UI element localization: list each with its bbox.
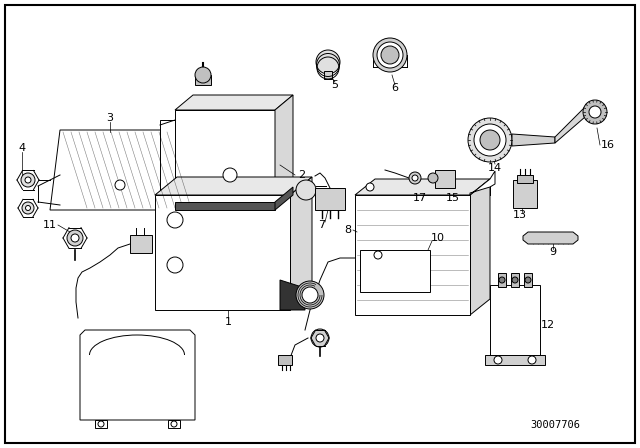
Bar [315,188,345,210]
Circle shape [480,130,500,150]
Text: 4: 4 [19,143,26,153]
Circle shape [373,38,407,72]
Polygon shape [80,330,195,420]
Bar [517,175,533,183]
Bar [513,180,537,208]
Circle shape [25,177,31,183]
Circle shape [474,124,506,156]
Polygon shape [555,107,585,143]
Circle shape [366,183,374,191]
Circle shape [499,277,505,283]
Text: 10: 10 [431,233,445,243]
Polygon shape [355,195,470,315]
Bar [524,273,532,287]
Text: 2: 2 [298,170,305,180]
Circle shape [21,173,35,187]
Polygon shape [275,187,293,210]
Polygon shape [470,179,490,315]
Circle shape [316,50,340,74]
Polygon shape [175,202,275,210]
Circle shape [374,251,382,259]
Circle shape [409,172,421,184]
Circle shape [67,230,83,246]
Text: 1: 1 [225,317,232,327]
Polygon shape [155,177,312,195]
Bar [195,75,211,85]
Bar [130,235,152,253]
Circle shape [26,206,31,211]
Text: 7: 7 [319,220,326,230]
Polygon shape [175,110,275,210]
Bar [490,285,540,355]
Circle shape [412,175,418,181]
Text: 14: 14 [488,163,502,173]
Polygon shape [355,179,490,195]
Circle shape [381,46,399,64]
Polygon shape [50,130,175,210]
Text: 5: 5 [332,80,339,90]
Bar [360,250,430,292]
Bar [168,420,180,428]
Circle shape [171,421,177,427]
Circle shape [195,67,211,83]
Text: 3: 3 [106,113,113,123]
Circle shape [167,212,183,228]
Circle shape [512,277,518,283]
Polygon shape [485,355,545,365]
Polygon shape [155,195,290,310]
Text: 15: 15 [446,193,460,203]
Bar [95,420,107,428]
Circle shape [71,234,79,242]
Circle shape [494,356,502,364]
Circle shape [428,173,438,183]
Circle shape [296,180,316,200]
Circle shape [316,334,324,342]
Text: 30007706: 30007706 [530,420,580,430]
Polygon shape [275,95,293,210]
Text: 13: 13 [513,210,527,220]
Circle shape [302,287,318,303]
Bar [278,355,292,365]
Circle shape [311,329,329,347]
Polygon shape [280,280,305,310]
Circle shape [377,42,403,68]
Text: 9: 9 [549,247,557,257]
Bar [435,170,455,188]
Circle shape [528,356,536,364]
Circle shape [167,257,183,273]
Text: 16: 16 [601,140,615,150]
Circle shape [98,421,104,427]
Polygon shape [470,171,495,195]
Circle shape [115,180,125,190]
Bar [511,273,519,287]
Polygon shape [160,120,175,205]
Circle shape [296,281,324,309]
Circle shape [589,106,601,118]
Polygon shape [523,232,578,244]
Text: 11: 11 [43,220,57,230]
Circle shape [22,202,34,214]
Polygon shape [290,177,312,310]
Circle shape [468,118,512,162]
Text: 8: 8 [344,225,351,235]
Bar [324,71,332,79]
Text: 12: 12 [541,320,555,330]
Circle shape [525,277,531,283]
Text: 17: 17 [413,193,427,203]
Text: 6: 6 [392,83,399,93]
Polygon shape [175,95,293,110]
Polygon shape [512,134,555,146]
Circle shape [583,100,607,124]
Bar [498,273,506,287]
Circle shape [223,168,237,182]
